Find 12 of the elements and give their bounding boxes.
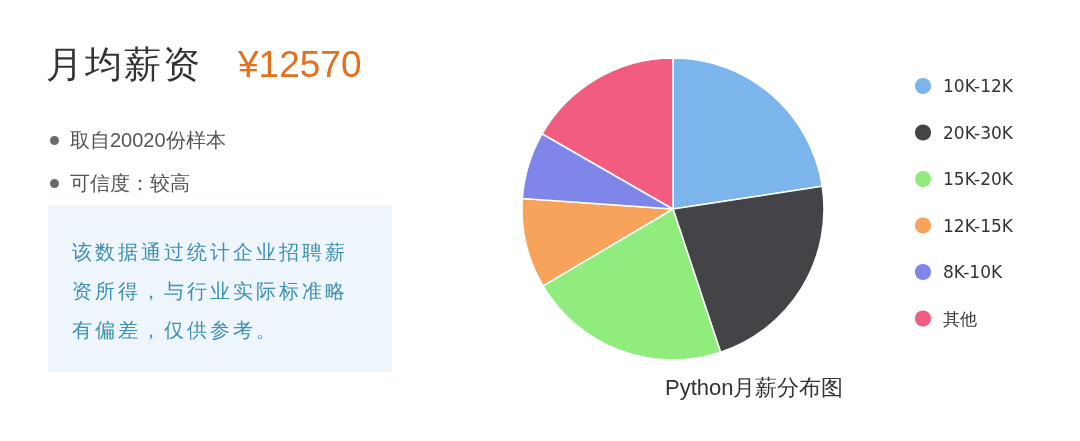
- text: 月均薪资: [46, 43, 202, 87]
- text: 该数据通过统计企业招聘薪资所得，与行业实际标准略有偏差，仅供参考。: [72, 240, 349, 343]
- text: ¥12570: [238, 43, 362, 87]
- text: 可信度：较高: [70, 171, 190, 196]
- text: 取自20020份样本: [70, 128, 226, 153]
- legend-label: 20K-30K: [943, 122, 1014, 143]
- text: Python月薪分布图: [665, 374, 844, 400]
- legend-label: 15K-20K: [943, 169, 1014, 189]
- legend-label: 其他: [943, 308, 977, 329]
- legend-label: 12K-15K: [943, 215, 1014, 236]
- legend-label: 8K-10K: [943, 262, 1003, 282]
- legend-label: 10K-12K: [943, 76, 1014, 96]
